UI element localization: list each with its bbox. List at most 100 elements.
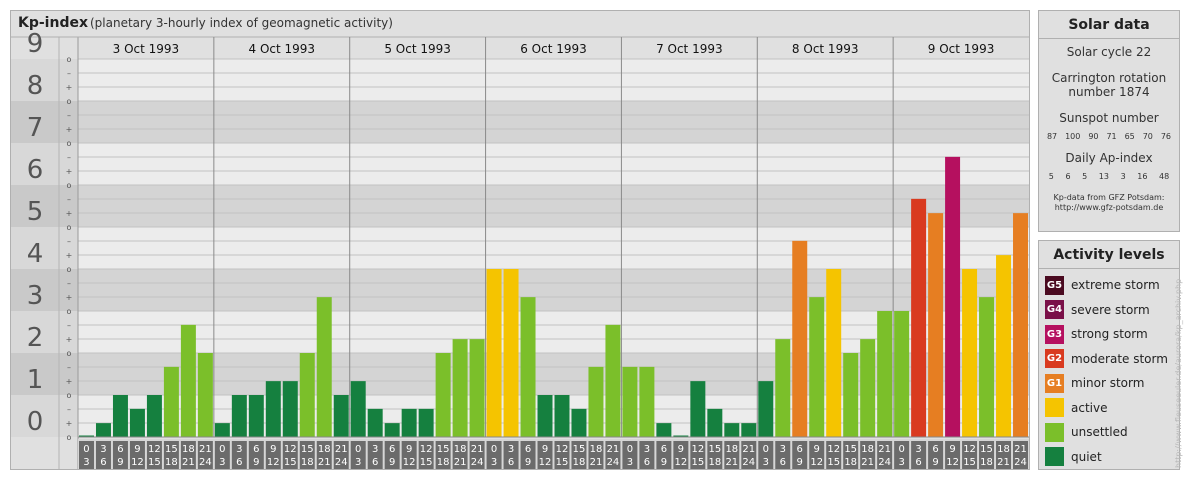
interval-box — [826, 441, 842, 469]
day-label: 6 Oct 1993 — [520, 42, 587, 56]
interval-end-label: 12 — [674, 457, 687, 468]
interval-box — [231, 441, 247, 469]
activity-levels-list: G5 extreme storm G4 severe storm G3 strong st… — [1039, 269, 1179, 469]
legend-item-moderate-storm: G2 moderate storm — [1039, 347, 1179, 372]
minor-tick-label: o — [67, 265, 72, 274]
minor-tick-label: + — [66, 293, 73, 302]
plot-band — [78, 269, 1029, 311]
kp-bar — [384, 423, 400, 437]
interval-box — [911, 441, 927, 469]
kp-bar — [163, 366, 179, 437]
interval-end-label: 12 — [131, 457, 144, 468]
kp-bar — [146, 395, 162, 437]
kp-bar — [486, 269, 502, 437]
interval-box — [877, 441, 893, 469]
interval-end-label: 9 — [253, 457, 259, 468]
interval-start-label: 12 — [420, 444, 433, 455]
interval-end-label: 24 — [742, 457, 755, 468]
interval-end-label: 24 — [878, 457, 891, 468]
interval-start-label: 0 — [355, 444, 361, 455]
interval-box — [435, 441, 451, 469]
legend-item-strong-storm: G3 strong storm — [1039, 322, 1179, 347]
plot-band — [78, 227, 1029, 269]
minor-tick-label: – — [67, 69, 71, 78]
kp-bar — [996, 255, 1012, 437]
interval-box — [792, 441, 808, 469]
interval-start-label: 3 — [644, 444, 650, 455]
interval-start-label: 21 — [335, 444, 348, 455]
interval-end-label: 12 — [267, 457, 280, 468]
legend-item-unsettled: unsettled — [1039, 420, 1179, 445]
kp-bar — [95, 423, 111, 437]
interval-start-label: 21 — [742, 444, 755, 455]
interval-box — [537, 441, 553, 469]
interval-start-label: 0 — [83, 444, 89, 455]
interval-end-label: 24 — [471, 457, 484, 468]
kp-bar — [435, 353, 451, 437]
kp-bar — [673, 435, 689, 437]
credit: Kp-data from GFZ Potsdam: http://www.gfz… — [1039, 193, 1179, 213]
interval-start-label: 0 — [491, 444, 497, 455]
interval-end-label: 18 — [437, 457, 450, 468]
minor-tick-label: o — [67, 55, 72, 64]
day-label-strip — [11, 37, 1029, 59]
minor-tick-label: + — [66, 377, 73, 386]
interval-end-label: 15 — [691, 457, 704, 468]
interval-end-label: 12 — [539, 457, 552, 468]
interval-end-label: 6 — [644, 457, 650, 468]
interval-box — [367, 441, 383, 469]
title-bar: Kp-index (planetary 3-hourly index of ge… — [11, 11, 1029, 37]
legend-item-minor-storm: G1 minor storm — [1039, 371, 1179, 396]
interval-box — [724, 441, 740, 469]
kp-bar — [520, 297, 536, 437]
interval-start-label: 6 — [117, 444, 123, 455]
interval-start-label: 9 — [678, 444, 684, 455]
kp-bar — [860, 339, 876, 437]
interval-end-label: 6 — [372, 457, 378, 468]
minor-tick-label: – — [67, 111, 71, 120]
interval-box — [741, 441, 757, 469]
interval-box — [299, 441, 315, 469]
interval-box — [95, 441, 111, 469]
interval-start-label: 9 — [814, 444, 820, 455]
kp-bar — [452, 339, 468, 437]
interval-start-label: 18 — [454, 444, 467, 455]
interval-box — [571, 441, 587, 469]
interval-end-label: 3 — [355, 457, 361, 468]
interval-box — [945, 441, 961, 469]
kp-bar — [843, 353, 859, 437]
sunspot-value-6: 76 — [1160, 132, 1171, 141]
interval-end-label: 9 — [525, 457, 531, 468]
interval-end-label: 6 — [780, 457, 786, 468]
ap-title: Daily Ap-index — [1065, 151, 1153, 165]
interval-box — [979, 441, 995, 469]
ap-value-4: 3 — [1120, 172, 1126, 181]
interval-end-label: 3 — [219, 457, 225, 468]
credit-line2: http://www.gfz-potsdam.de — [1054, 203, 1164, 212]
legend-item-extreme-storm: G5 extreme storm — [1039, 273, 1179, 298]
kp-bar — [503, 269, 519, 437]
interval-end-label: 24 — [607, 457, 620, 468]
interval-start-label: 3 — [100, 444, 106, 455]
plot-band — [78, 185, 1029, 227]
interval-box — [843, 441, 859, 469]
interval-end-label: 15 — [556, 457, 569, 468]
interval-box — [350, 441, 366, 469]
kp-bar — [231, 395, 247, 437]
interval-box — [1013, 441, 1028, 469]
sunspot-value-1: 100 — [1065, 132, 1081, 141]
legend-swatch: G5 — [1045, 275, 1064, 295]
interval-box — [554, 441, 570, 469]
interval-box — [962, 441, 978, 469]
interval-start-label: 3 — [780, 444, 786, 455]
legend-swatch: G2 — [1045, 349, 1064, 369]
kp-bar — [350, 381, 366, 437]
ap-value-3: 13 — [1098, 172, 1109, 181]
interval-end-label: 6 — [915, 457, 921, 468]
solar-cycle: Solar cycle 22 — [1066, 45, 1152, 59]
interval-end-label: 3 — [763, 457, 769, 468]
ap-value-0: 5 — [1048, 172, 1054, 181]
kp-bar — [299, 353, 315, 437]
minor-tick-label: + — [66, 335, 73, 344]
